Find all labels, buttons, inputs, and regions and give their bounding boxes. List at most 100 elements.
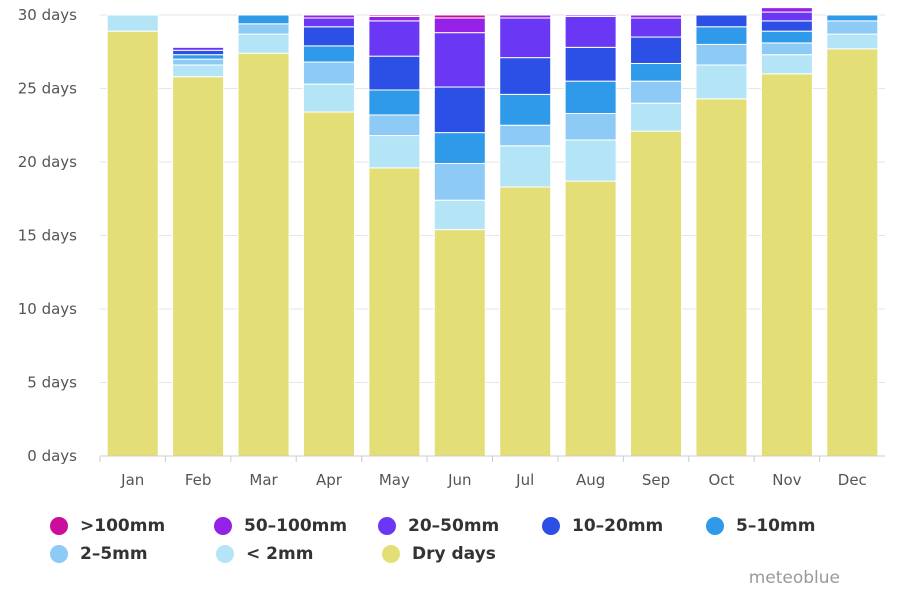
grid-lines: [100, 14, 885, 457]
bar-segment: [106, 30, 159, 457]
bar-segment: [760, 30, 813, 44]
legend-item[interactable]: 20–50mm: [378, 516, 542, 536]
credit-label: meteoblue: [748, 568, 840, 588]
bar-segment: [368, 89, 421, 116]
legend-item[interactable]: 5–10mm: [706, 516, 870, 536]
legend-swatch-icon: [50, 517, 68, 535]
bar-segment: [368, 20, 421, 57]
bar-segment: [695, 64, 748, 100]
legend-swatch-icon: [706, 517, 724, 535]
stacked-bar-chart: 0 days 5 days 10 days 15 days 20 days 25 days…: [18, 6, 885, 489]
y-tick-label: 10 days: [18, 300, 77, 318]
bar-segment: [237, 33, 290, 54]
bar-segment: [564, 180, 617, 457]
bar-segment: [695, 14, 748, 28]
legend-label: 20–50mm: [408, 516, 500, 536]
x-tick-label: Jan: [120, 471, 144, 489]
bar-segment: [237, 14, 290, 25]
bar-segment: [172, 46, 225, 51]
x-tick-label: Nov: [772, 471, 801, 489]
bar-segment: [630, 63, 683, 82]
legend: >100mm 50–100mm 20–50mm 10–20mm 5–10mm 2–5mm <…: [50, 512, 870, 568]
legend-swatch-icon: [216, 545, 234, 563]
bar-segment: [630, 80, 683, 104]
bar-segment: [499, 17, 552, 59]
x-tick-label: Mar: [249, 471, 278, 489]
x-tick-label: Aug: [576, 471, 605, 489]
bar-segment: [499, 93, 552, 126]
bar-segment: [695, 43, 748, 66]
y-tick-label: 25 days: [18, 80, 77, 98]
bar-segment: [433, 14, 486, 19]
y-tick-label: 15 days: [18, 227, 77, 245]
bar-segment: [368, 55, 421, 91]
bar-segment: [499, 145, 552, 188]
bar-segment: [302, 111, 355, 457]
bar-segment: [172, 64, 225, 78]
bar-segment: [433, 86, 486, 134]
bar-segment: [760, 54, 813, 75]
legend-label: 2–5mm: [80, 544, 148, 564]
bar-segment: [433, 229, 486, 457]
bar-segment: [564, 14, 617, 17]
bar-segment: [237, 23, 290, 35]
y-tick-label: 5 days: [27, 374, 77, 392]
bar-segment: [695, 98, 748, 457]
bar-segment: [368, 14, 421, 17]
legend-label: 5–10mm: [736, 516, 816, 536]
legend-label: < 2mm: [246, 544, 314, 564]
bar-segment: [433, 17, 486, 34]
bar-segment: [826, 14, 879, 22]
legend-item[interactable]: 2–5mm: [50, 544, 216, 564]
bar-segment: [172, 76, 225, 457]
bar-segment: [172, 49, 225, 56]
x-tick-label: Oct: [708, 471, 734, 489]
bar-segment: [760, 42, 813, 56]
bar-segment: [826, 20, 879, 35]
bar-segment: [368, 135, 421, 169]
x-tick-label: Jun: [447, 471, 471, 489]
bar-segment: [499, 186, 552, 457]
bar-segment: [499, 124, 552, 147]
x-tick-label: May: [379, 471, 410, 489]
bar-segment: [760, 7, 813, 13]
bar-segment: [433, 162, 486, 201]
legend-item[interactable]: >100mm: [50, 516, 214, 536]
bar-segment: [106, 14, 159, 32]
legend-row: 2–5mm < 2mm Dry days: [50, 540, 870, 568]
bar-segment: [302, 45, 355, 63]
bar-segment: [499, 57, 552, 95]
bar-segment: [630, 36, 683, 65]
bar-segment: [433, 32, 486, 88]
x-tick-label: Dec: [838, 471, 867, 489]
bar-segment: [368, 167, 421, 457]
y-tick-label: 0 days: [27, 447, 77, 465]
bar-segment: [564, 80, 617, 114]
y-axis: 0 days 5 days 10 days 15 days 20 days 25 days…: [18, 6, 77, 465]
bar-segment: [302, 26, 355, 47]
bar-segment: [433, 199, 486, 231]
bar-segment: [826, 48, 879, 457]
legend-swatch-icon: [50, 545, 68, 563]
bar-segment: [630, 130, 683, 457]
legend-label: 50–100mm: [244, 516, 348, 536]
legend-row: >100mm 50–100mm 20–50mm 10–20mm 5–10mm: [50, 512, 870, 540]
legend-item[interactable]: 50–100mm: [214, 516, 378, 536]
legend-swatch-icon: [542, 517, 560, 535]
bar-segment: [368, 114, 421, 137]
legend-swatch-icon: [382, 545, 400, 563]
x-tick-label: Apr: [316, 471, 343, 489]
bar-segment: [564, 46, 617, 82]
bar-segment: [302, 83, 355, 113]
y-tick-label: 20 days: [18, 153, 77, 171]
legend-item[interactable]: Dry days: [382, 544, 548, 564]
legend-item[interactable]: 10–20mm: [542, 516, 706, 536]
legend-label: Dry days: [412, 544, 496, 564]
bar-segment: [499, 14, 552, 19]
legend-item[interactable]: < 2mm: [216, 544, 382, 564]
bar-segment: [760, 73, 813, 457]
y-tick-label: 30 days: [18, 6, 77, 24]
bar-segment: [630, 17, 683, 38]
x-tick-label: Feb: [185, 471, 212, 489]
legend-label: >100mm: [80, 516, 166, 536]
